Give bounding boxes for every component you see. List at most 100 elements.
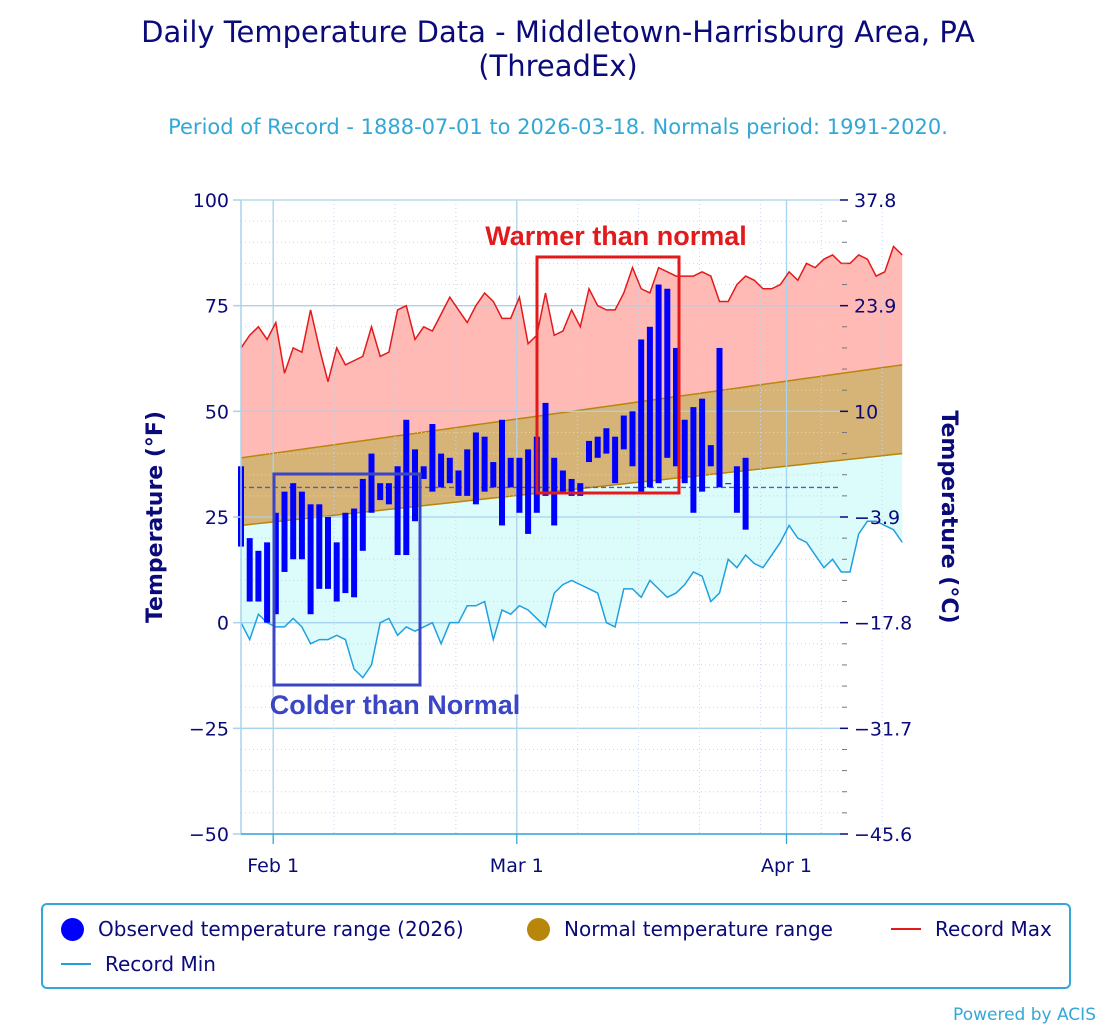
legend-record-min-label: Record Min (105, 952, 216, 976)
observed-range-bar (429, 424, 436, 492)
legend-item-normal[interactable]: Normal temperature range (527, 917, 833, 941)
observed-range-bar (481, 436, 488, 492)
observed-range-bar (733, 466, 740, 513)
legend-item-observed[interactable]: Observed temperature range (2026) (61, 917, 464, 941)
powered-by-acis-link[interactable]: Powered by ACIS (953, 1005, 1096, 1025)
observed-range-bar (307, 504, 314, 615)
observed-range-bar (507, 457, 514, 488)
observed-range-bar (577, 483, 584, 496)
observed-range-bar (612, 436, 619, 484)
observed-range-bar (420, 466, 427, 479)
cold-annotation-label: Colder than Normal (270, 690, 521, 720)
observed-range-bar (725, 483, 732, 485)
observed-range-bar (664, 288, 671, 458)
y-right-tick-label: 23.9 (854, 296, 896, 318)
observed-range-bar (490, 462, 497, 488)
chart-legend: Observed temperature range (2026) Normal… (41, 903, 1071, 989)
observed-range-bar (368, 453, 375, 513)
x-tick-label: Feb 1 (247, 855, 299, 877)
observed-range-bar (542, 402, 549, 496)
observed-range-bar (586, 440, 592, 463)
legend-record-max-label: Record Max (935, 917, 1052, 941)
observed-range-bar (438, 453, 445, 488)
y-right-tick-label: −3.9 (854, 507, 900, 529)
record-max-area (241, 246, 903, 458)
y-right-tick-label: 10 (854, 401, 878, 423)
observed-range-bar (316, 504, 323, 589)
observed-range-bar (716, 347, 723, 488)
observed-range-bar (412, 449, 418, 522)
y-left-tick-label: −25 (189, 718, 229, 740)
observed-range-bar (325, 517, 331, 589)
observed-range-bar (472, 432, 479, 505)
observed-range-bar (385, 483, 392, 505)
chart-subtitle: Period of Record - 1888-07-01 to 2026-03… (168, 115, 948, 139)
x-tick-label: Mar 1 (490, 855, 544, 877)
observed-range-bar (603, 428, 610, 454)
observed-range-bar (516, 457, 523, 513)
observed-range-bar (568, 478, 575, 496)
observed-range-bar (655, 284, 662, 484)
cold-annotation-box (272, 472, 422, 687)
observed-range-bar (264, 542, 271, 623)
observed-range-bar (246, 538, 253, 602)
observed-range-bar (464, 449, 471, 496)
observed-range-bar (620, 415, 627, 450)
observed-range-bar (455, 470, 462, 496)
observed-range-bar (638, 339, 645, 492)
observed-range-bar (403, 419, 410, 556)
legend-item-record-min[interactable]: Record Min (61, 952, 216, 976)
y-right-tick-label: −45.6 (854, 824, 912, 846)
y-left-tick-label: −50 (189, 824, 229, 846)
observed-range-bar (525, 449, 532, 534)
observed-range-bar (690, 407, 697, 513)
chart-title-line1: Daily Temperature Data - Middletown-Harr… (141, 15, 975, 49)
observed-range-bar (559, 470, 566, 492)
warm-annotation-label: Warmer than normal (485, 221, 747, 251)
observed-range-bar (446, 457, 453, 484)
observed-range-bar (699, 398, 706, 492)
observed-range-bar (629, 411, 636, 467)
observed-range-bar (742, 457, 749, 530)
observed-range-bar (673, 347, 679, 467)
legend-normal-label: Normal temperature range (564, 917, 833, 941)
x-tick-label: Apr 1 (761, 855, 812, 877)
observed-range-bar (298, 491, 305, 560)
observed-range-bar (394, 466, 401, 556)
warm-annotation-box (535, 255, 681, 495)
observed-range-bar (359, 478, 366, 551)
observed-range-bar (646, 326, 653, 488)
observed-range-bar (342, 512, 349, 594)
legend-item-record-max[interactable]: Record Max (891, 917, 1052, 941)
y-left-tick-label: 75 (205, 296, 229, 318)
temperature-chart: 100 37.8 75 23.9 50 10 25 −3.9 0 −17.8 −25 −31.7 −50… (143, 190, 961, 877)
observed-range-bar (290, 483, 297, 560)
legend-record-max-marker (891, 928, 921, 930)
y-left-tick-label: 0 (217, 613, 229, 635)
legend-observed-label: Observed temperature range (2026) (98, 917, 464, 941)
observed-range-bar (351, 508, 358, 598)
observed-range-bar (377, 483, 384, 501)
y-left-tick-label: 50 (205, 401, 229, 423)
observed-range-bar (281, 491, 288, 572)
y-right-tick-label: −31.7 (854, 718, 912, 740)
observed-range-bar (594, 436, 601, 458)
legend-observed-marker (61, 917, 84, 941)
observed-range-bar (499, 419, 505, 526)
record-min-line (240, 520, 903, 679)
observed-range-bar (272, 512, 279, 615)
record-max-line (240, 245, 903, 382)
y-right-axis-title: Temperature (°C) (936, 410, 961, 623)
y-right-tick-label: −17.8 (854, 613, 912, 635)
observed-range-bar (681, 419, 688, 484)
legend-normal-marker (527, 917, 550, 941)
legend-record-min-marker (61, 963, 91, 965)
y-left-tick-label: 25 (205, 507, 229, 529)
y-left-tick-label: 100 (193, 190, 229, 212)
observed-range-bar (333, 542, 340, 602)
observed-range-bar (255, 550, 262, 602)
y-right-tick-label: 37.8 (854, 190, 896, 212)
observed-range-bar (707, 445, 714, 467)
chart-title: Daily Temperature Data - Middletown-Harr… (0, 15, 1116, 83)
y-left-axis-title: Temperature (°F) (143, 411, 168, 623)
